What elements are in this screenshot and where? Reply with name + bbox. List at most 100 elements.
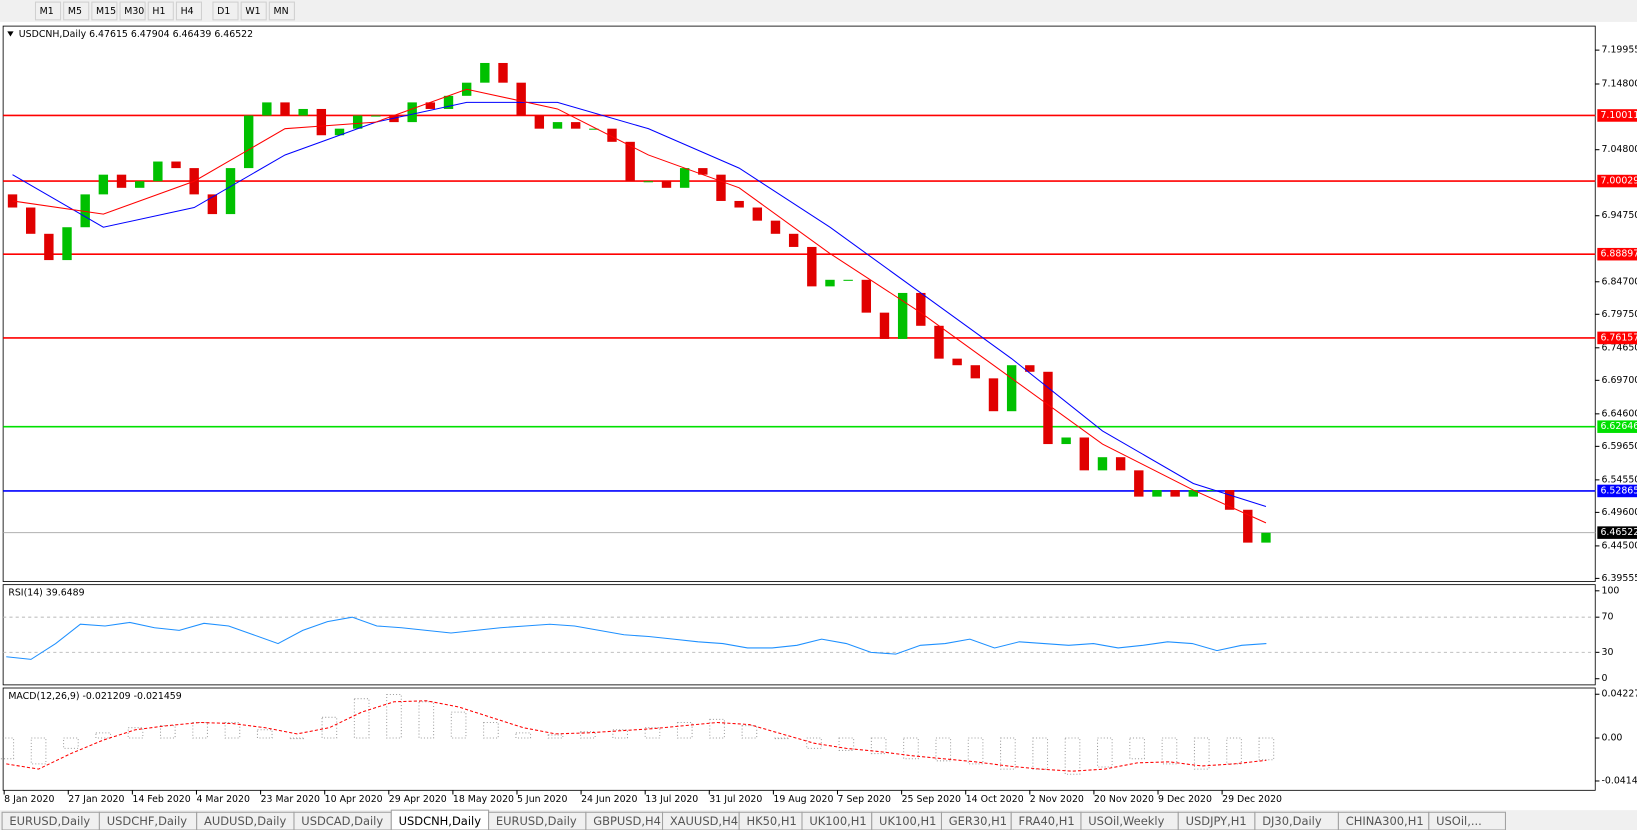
candle [1152,490,1162,497]
candle [843,279,853,281]
y-tick-label: 0.042275 [1602,689,1637,700]
tab-label[interactable]: USDCNH,Daily [399,814,482,828]
candle [698,168,708,175]
y-tick-label: 0 [1602,673,1608,684]
tab-label[interactable]: USOil,Weekly [1088,814,1164,828]
tab-label[interactable]: UK100,H1 [809,814,866,828]
candle [897,292,908,339]
rsi-pane [2,584,1596,686]
tab-label[interactable]: USDJPY,H1 [1186,814,1247,828]
x-tick-label: 14 Feb 2020 [132,794,190,805]
tab-label[interactable]: UK100,H1 [879,814,936,828]
tab-label[interactable]: EURUSD,Daily [496,814,577,828]
timeframe-label[interactable]: W1 [245,6,260,17]
macd-bar [192,721,208,739]
macd-bar [450,711,467,739]
macd-bar [741,725,758,739]
candle [280,102,290,116]
tab-label[interactable]: GER30,H1 [949,814,1007,828]
macd-bar [0,737,15,760]
tab-label[interactable]: GBPUSD,H4 [593,814,661,828]
macd-bar [1161,737,1178,765]
candle [661,181,672,188]
timeframe-button[interactable] [63,1,90,21]
candle [916,292,926,326]
x-tick-label: 27 Jan 2020 [68,794,124,805]
timeframe-label[interactable]: M1 [40,6,54,17]
candle [570,122,581,129]
candle [879,312,890,339]
timeframe-label[interactable]: D1 [217,6,230,17]
candle [207,194,218,215]
candle [534,115,545,129]
macd-bar [386,694,402,739]
timeframe-label[interactable]: M5 [68,6,82,17]
macd-bar [935,737,952,762]
candle [171,161,181,169]
timeframe-button[interactable] [175,1,203,21]
x-tick-label: 9 Dec 2020 [1158,794,1212,805]
candle [1097,457,1108,471]
tab-label[interactable]: HK50,H1 [746,814,796,828]
tab-label[interactable]: FRA40,H1 [1019,814,1075,828]
tab-label[interactable]: AUDUSD,Daily [204,814,286,828]
tab-label[interactable]: XAUUSD,H4 [670,814,738,828]
timeframe-button[interactable] [212,1,239,21]
candle [1079,437,1090,471]
candle [1043,371,1053,445]
y-tick-label: 6.69700 [1602,375,1637,386]
timeframe-button[interactable] [119,1,146,21]
x-tick-label: 13 Jul 2020 [645,794,698,805]
candle [443,95,454,109]
timeframe-button[interactable] [34,1,62,21]
timeframe-label[interactable]: M30 [124,6,144,17]
macd-bar [806,737,822,749]
candle [643,181,654,183]
level-tag [1597,247,1637,261]
level-label: 6.46522 [1600,527,1637,538]
macd-bar [773,737,790,740]
candle [1224,490,1235,510]
candle [316,108,327,136]
macd-bar [547,734,564,739]
candle [44,233,54,261]
timeframe-label[interactable]: H4 [181,6,194,17]
candle [625,141,635,182]
tab-label[interactable]: USDCHF,Daily [107,814,188,828]
moving-average [12,101,1267,507]
macd-bar [483,721,499,739]
candle [934,325,944,359]
timeframe-label[interactable]: H1 [152,6,165,17]
tab-label[interactable]: DJ30,Daily [1262,814,1322,828]
x-tick-label: 31 Jul 2020 [709,794,762,805]
candle [262,102,272,116]
macd-bar [418,701,435,739]
y-tick-label: 30 [1602,647,1614,658]
candle [952,358,962,366]
timeframe-label[interactable]: MN [274,6,289,17]
y-tick-label: 6.49600 [1602,507,1637,518]
y-tick-label: 6.64600 [1602,408,1637,419]
timeframe-button[interactable] [147,1,174,21]
chart-header: USDCNH,Daily 6.47615 6.47904 6.46439 6.4… [19,29,253,40]
tab-label[interactable]: USDCAD,Daily [301,814,383,828]
tab-label[interactable]: EURUSD,Daily [9,814,90,828]
tab-label[interactable]: CHINA300,H1 [1346,814,1424,828]
x-tick-label: 29 Apr 2020 [389,794,447,805]
y-tick-label: 0.00 [1602,733,1623,744]
timeframe-button[interactable] [240,1,267,21]
macd-bar [1129,737,1145,760]
timeframe-button[interactable] [91,1,118,21]
candle [334,128,345,136]
candle [679,168,690,188]
timeframe-button[interactable] [268,1,295,21]
x-tick-label: 20 Nov 2020 [1094,794,1154,805]
level-label: 7.00029 [1600,176,1637,187]
header-arrow [7,31,14,37]
candle [716,174,726,201]
tab-label[interactable]: USOil,... [1436,814,1482,828]
candle [407,102,417,123]
x-tick-label: 19 Aug 2020 [773,794,833,805]
timeframe-label[interactable]: M15 [96,6,116,17]
